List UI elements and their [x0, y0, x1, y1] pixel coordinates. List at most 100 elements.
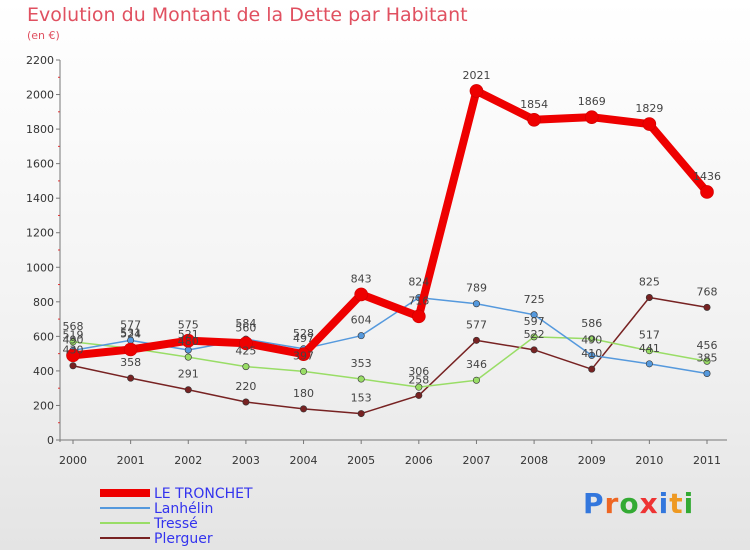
data-point — [69, 362, 77, 370]
data-point — [588, 335, 596, 343]
data-label: 358 — [120, 356, 141, 369]
data-point — [588, 351, 596, 359]
y-tick-label: 200 — [33, 399, 54, 412]
data-point — [588, 365, 596, 373]
data-label: 1829 — [635, 102, 663, 115]
y-tick-label: 2000 — [26, 89, 54, 102]
logo-letter: x — [639, 487, 659, 520]
proxiti-logo: Proxiti — [583, 487, 694, 520]
data-point — [645, 293, 653, 301]
data-point — [412, 309, 426, 324]
data-label: 346 — [466, 358, 487, 371]
data-point — [127, 374, 135, 382]
data-label: 180 — [293, 387, 314, 400]
data-point — [357, 375, 365, 383]
y-tick-label: 0 — [47, 434, 54, 447]
chart-title: Evolution du Montant de la Dette par Hab… — [27, 4, 468, 26]
data-label: 353 — [351, 357, 372, 370]
series-line — [69, 86, 711, 360]
series-line — [72, 296, 708, 415]
data-label: 824 — [408, 276, 429, 289]
data-label: 306 — [408, 365, 429, 378]
data-label: 456 — [697, 339, 718, 352]
data-label: 577 — [120, 318, 141, 331]
x-tick-label: 2003 — [232, 454, 260, 467]
y-tick-label: 600 — [33, 330, 54, 343]
data-label: 586 — [581, 317, 602, 330]
data-point — [645, 360, 653, 368]
data-point — [645, 347, 653, 355]
data-label: 1869 — [578, 95, 606, 108]
data-point — [357, 332, 365, 340]
data-point — [239, 336, 253, 351]
y-tick-label: 1400 — [26, 192, 54, 205]
x-tick-label: 2002 — [174, 454, 202, 467]
data-point — [66, 348, 80, 363]
y-tick-label: 1600 — [26, 158, 54, 171]
data-label: 843 — [351, 272, 372, 285]
x-tick-label: 2001 — [117, 454, 145, 467]
x-tick-label: 2011 — [693, 454, 721, 467]
x-tick-label: 2000 — [59, 454, 87, 467]
y-tick-label: 800 — [33, 296, 54, 309]
data-label: 604 — [351, 314, 372, 327]
x-tick-label: 2008 — [520, 454, 548, 467]
data-label: 517 — [639, 329, 660, 342]
data-label: 1436 — [693, 170, 721, 183]
data-label: 397 — [293, 349, 314, 362]
data-point — [415, 391, 423, 399]
logo-letter: r — [604, 487, 620, 520]
data-label: 560 — [235, 321, 256, 334]
series-line — [72, 336, 708, 388]
data-label: 490 — [63, 333, 84, 346]
data-label: 490 — [581, 333, 602, 346]
data-label: 568 — [63, 320, 84, 333]
data-label: 528 — [293, 327, 314, 340]
data-point — [300, 405, 308, 413]
data-point — [69, 338, 77, 346]
data-point — [469, 84, 484, 98]
data-label: 291 — [178, 368, 199, 381]
y-tick-label: 1000 — [26, 261, 54, 274]
data-point — [184, 353, 192, 361]
data-point — [300, 367, 308, 375]
series-line — [72, 296, 708, 375]
x-tick-label: 2010 — [635, 454, 663, 467]
data-label: 789 — [466, 282, 487, 295]
data-label: 716 — [408, 294, 429, 307]
data-label: 425 — [235, 345, 256, 358]
x-tick-label: 2004 — [290, 454, 318, 467]
data-point — [642, 117, 657, 131]
y-tick-label: 1800 — [26, 123, 54, 136]
data-label: 825 — [639, 276, 660, 289]
data-label: 584 — [235, 317, 256, 330]
logo-letter: i — [658, 487, 670, 520]
logo-letter: i — [683, 487, 695, 520]
legend-label: Plerguer — [154, 531, 213, 547]
series-plerguer — [69, 293, 711, 418]
data-label: 575 — [178, 319, 199, 332]
data-point — [584, 110, 599, 124]
data-point — [530, 311, 538, 319]
data-label: 524 — [120, 327, 141, 340]
data-label: 768 — [697, 285, 718, 298]
data-point — [242, 398, 250, 406]
data-label: 597 — [524, 315, 545, 328]
data-point — [296, 347, 311, 361]
data-point — [415, 383, 423, 391]
series-le-tronchet — [66, 84, 714, 363]
data-label: 522 — [524, 328, 545, 341]
data-point — [123, 342, 138, 357]
data-point — [700, 185, 714, 199]
data-point — [527, 112, 541, 127]
data-label: 258 — [408, 373, 429, 386]
data-point — [242, 363, 250, 371]
data-point — [530, 333, 538, 341]
logo-letter: o — [619, 487, 640, 520]
x-tick-label: 2006 — [405, 454, 433, 467]
y-tick-label: 2200 — [26, 54, 54, 67]
data-label: 1854 — [520, 98, 548, 111]
data-label: 2021 — [462, 69, 490, 82]
